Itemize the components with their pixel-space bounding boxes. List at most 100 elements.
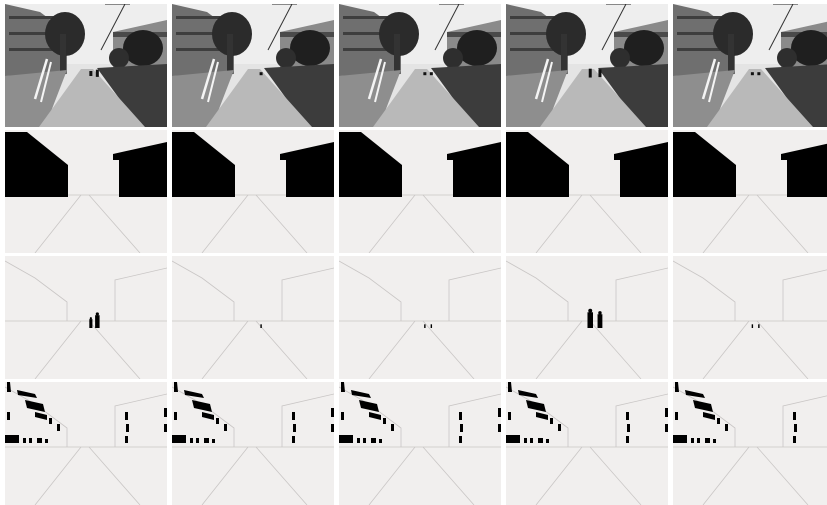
road-edge-left	[34, 446, 82, 505]
pedestrian-mask-cell	[506, 256, 668, 379]
building-outline-left	[673, 386, 736, 447]
pedestrian	[758, 324, 760, 328]
road-edge-right	[756, 194, 809, 253]
window-mask-image	[673, 382, 827, 505]
road-edge-left	[702, 446, 750, 505]
pedestrian-mask-image	[172, 260, 334, 379]
building-mask-image	[506, 132, 668, 253]
pedestrian-mask	[260, 324, 262, 328]
pedestrian-mask-cell	[172, 256, 334, 379]
pedestrian-mask-image	[506, 260, 668, 379]
road-edge-right	[255, 446, 308, 505]
street-photo	[339, 4, 501, 127]
pedestrian	[89, 319, 93, 328]
road-edge-left	[201, 446, 249, 505]
building-mask-cell	[172, 130, 334, 253]
road-edge-left	[535, 320, 583, 379]
pedestrian	[588, 308, 593, 313]
road-edge-right	[422, 320, 475, 379]
building-outline-left	[339, 386, 402, 447]
building-outline-right	[114, 393, 167, 447]
building-outline-left	[506, 386, 569, 447]
street-photo	[172, 4, 334, 127]
building-outline-left	[506, 260, 569, 321]
building-outline-left	[172, 386, 235, 447]
pedestrian-mask-cell	[673, 256, 827, 379]
street-photo	[506, 4, 668, 127]
pedestrian-mask-image	[5, 260, 167, 379]
building-mask	[172, 132, 334, 197]
photo-cell	[172, 4, 334, 127]
window-mask-cell	[673, 382, 827, 505]
road-edge-right	[589, 320, 642, 379]
pedestrian	[95, 312, 99, 316]
road-edge-right	[422, 446, 475, 505]
pedestrian	[598, 311, 602, 315]
photo-cell	[5, 4, 167, 127]
road-edge-left	[201, 320, 249, 379]
building-outline-right	[281, 393, 334, 447]
pedestrian-mask-cell	[5, 256, 167, 379]
building-outline-right	[615, 393, 668, 447]
photo-image	[673, 4, 827, 127]
pedestrian-mask-image	[339, 260, 501, 379]
building-mask-cell	[673, 130, 827, 253]
photo-cell	[506, 4, 668, 127]
building-outline-right	[448, 267, 501, 321]
pedestrian	[751, 324, 754, 328]
building-mask-cell	[5, 130, 167, 253]
building-outline-left	[673, 260, 736, 321]
pedestrian-mask-cell	[339, 256, 501, 379]
window-mask-cell	[339, 382, 501, 505]
street-photo	[673, 4, 827, 127]
building-mask-image	[5, 132, 167, 253]
pedestrian-mask	[89, 312, 100, 328]
image-grid	[5, 4, 827, 505]
building-mask	[339, 132, 501, 197]
pedestrian	[424, 324, 426, 328]
window-mask	[673, 382, 797, 443]
window-mask	[172, 382, 334, 443]
road-edge-right	[88, 446, 141, 505]
building-mask-cell	[506, 130, 668, 253]
building-outline-right	[782, 269, 827, 321]
road-edge-left	[201, 194, 249, 253]
road-edge-left	[368, 320, 416, 379]
road-edge-left	[368, 194, 416, 253]
window-mask-image	[5, 382, 167, 505]
building-outline-left	[5, 260, 68, 321]
window-mask-image	[339, 382, 501, 505]
road-edge-right	[255, 320, 308, 379]
building-outline-left	[339, 260, 402, 321]
building-mask	[506, 132, 668, 197]
road-edge-left	[34, 194, 82, 253]
pedestrian	[587, 312, 593, 328]
pedestrian-mask	[751, 324, 760, 328]
building-outline-right	[782, 395, 827, 447]
road-edge-left	[368, 446, 416, 505]
building-mask-cell	[339, 130, 501, 253]
pedestrian	[597, 314, 603, 328]
window-mask-cell	[5, 382, 167, 505]
road-edge-left	[535, 446, 583, 505]
pedestrian-mask-image	[673, 260, 827, 379]
photo-cell	[339, 4, 501, 127]
road-edge-right	[88, 320, 141, 379]
road-edge-right	[756, 320, 809, 379]
window-mask-image	[506, 382, 668, 505]
window-mask-image	[172, 382, 334, 505]
window-mask	[5, 382, 167, 443]
road-edge-right	[255, 194, 308, 253]
window-mask	[339, 382, 501, 443]
building-mask-image	[673, 132, 827, 253]
pedestrian	[89, 317, 92, 320]
pedestrian	[95, 315, 100, 328]
window-mask-cell	[506, 382, 668, 505]
building-outline-left	[172, 260, 235, 321]
pedestrian	[260, 324, 262, 328]
building-mask	[5, 132, 167, 197]
road-edge-right	[422, 194, 475, 253]
pedestrian	[430, 324, 433, 328]
road-edge-right	[589, 446, 642, 505]
building-outline-right	[615, 267, 668, 321]
